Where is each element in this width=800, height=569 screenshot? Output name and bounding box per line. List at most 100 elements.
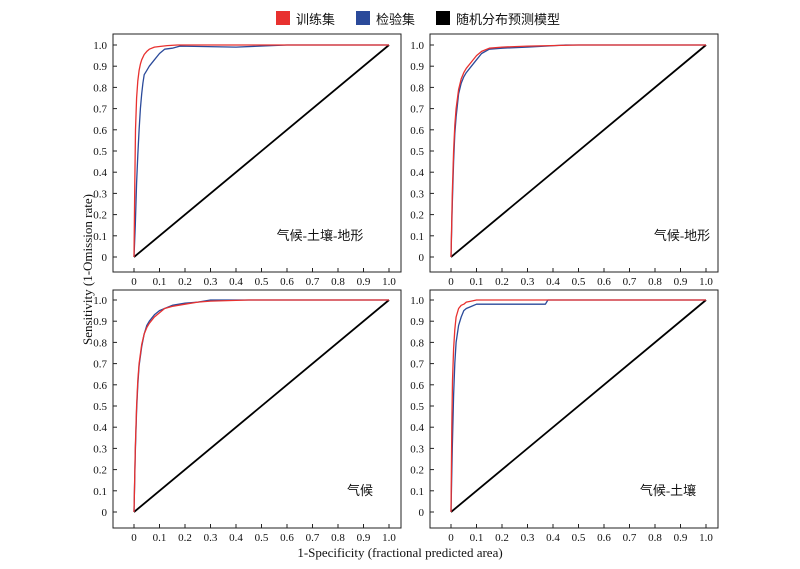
y-tick-label-2-3: 0.3 — [93, 443, 107, 455]
plot-frame-0 — [112, 33, 402, 273]
y-tick-label-1-9: 0.9 — [410, 61, 424, 73]
x-tick-label-2-9: 0.9 — [357, 532, 371, 544]
x-tick-label-2-2: 0.2 — [178, 532, 192, 544]
x-tick-label-3-5: 0.5 — [572, 532, 586, 544]
x-tick-label-3-6: 0.6 — [597, 532, 611, 544]
legend-label-training: 训练集 — [296, 12, 336, 28]
legend-item-training: 训练集 — [276, 8, 335, 28]
x-tick-label-1-10: 1.0 — [699, 276, 713, 288]
y-tick-label-1-10: 1.0 — [410, 40, 424, 52]
y-tick-label-2-9: 0.9 — [93, 316, 107, 328]
series-line-0-2 — [133, 44, 390, 258]
y-tick-label-0-2: 0.2 — [93, 210, 107, 222]
x-tick-label-3-1: 0.1 — [470, 532, 484, 544]
series-line-2-0 — [133, 299, 389, 513]
panel-annotation-1: 气候-地形 — [654, 228, 710, 243]
legend-item-validation: 检验集 — [356, 8, 415, 28]
x-tick-label-2-10: 1.0 — [382, 532, 396, 544]
y-tick-label-1-5: 0.5 — [410, 146, 424, 158]
panel-annotation-0: 气候-土壤-地形 — [277, 228, 364, 243]
y-tick-label-1-1: 0.1 — [410, 231, 424, 243]
x-tick-label-2-3: 0.3 — [204, 532, 218, 544]
y-tick-label-2-8: 0.8 — [93, 337, 107, 349]
y-tick-label-1-2: 0.2 — [410, 210, 424, 222]
x-tick-label-0-9: 0.9 — [357, 276, 371, 288]
x-tick-label-3-9: 0.9 — [674, 532, 688, 544]
x-tick-label-2-5: 0.5 — [255, 532, 269, 544]
x-tick-label-0-5: 0.5 — [255, 276, 269, 288]
x-tick-label-3-4: 0.4 — [546, 532, 560, 544]
x-tick-label-1-0: 0 — [448, 276, 454, 288]
x-tick-label-1-1: 0.1 — [470, 276, 484, 288]
y-tick-label-3-3: 0.3 — [410, 443, 424, 455]
x-tick-label-1-9: 0.9 — [674, 276, 688, 288]
legend-label-validation: 检验集 — [376, 12, 416, 28]
y-axis-label: Sensitivity (1-Omission rate) — [80, 194, 95, 345]
y-tick-label-0-7: 0.7 — [93, 104, 107, 116]
y-tick-label-0-9: 0.9 — [93, 61, 107, 73]
series-line-2-2 — [133, 299, 390, 513]
x-tick-label-1-3: 0.3 — [521, 276, 535, 288]
y-tick-label-0-8: 0.8 — [93, 82, 107, 94]
legend-swatch-random — [436, 11, 450, 25]
panel-annotation-3: 气候-土壤 — [640, 483, 696, 498]
y-tick-label-0-0: 0 — [102, 252, 108, 264]
x-tick-label-2-0: 0 — [131, 532, 137, 544]
y-tick-label-2-1: 0.1 — [93, 486, 107, 498]
y-tick-label-2-10: 1.0 — [93, 295, 107, 307]
y-tick-label-3-8: 0.8 — [410, 337, 424, 349]
x-tick-label-1-2: 0.2 — [495, 276, 509, 288]
y-tick-label-0-6: 0.6 — [93, 125, 107, 137]
y-tick-label-1-0: 0 — [419, 252, 425, 264]
y-tick-label-3-6: 0.6 — [410, 380, 424, 392]
y-tick-label-2-2: 0.2 — [93, 465, 107, 477]
x-tick-label-1-8: 0.8 — [648, 276, 662, 288]
series-line-3-1 — [450, 299, 706, 513]
x-tick-label-3-0: 0 — [448, 532, 454, 544]
y-tick-label-2-4: 0.4 — [93, 422, 107, 434]
x-tick-label-1-6: 0.6 — [597, 276, 611, 288]
x-tick-label-0-0: 0 — [131, 276, 137, 288]
y-tick-label-1-3: 0.3 — [410, 188, 424, 200]
y-tick-label-2-0: 0 — [102, 507, 108, 519]
y-tick-label-0-3: 0.3 — [93, 188, 107, 200]
y-tick-label-2-7: 0.7 — [93, 359, 107, 371]
y-tick-label-3-0: 0 — [419, 507, 425, 519]
x-tick-label-0-6: 0.6 — [280, 276, 294, 288]
y-tick-label-3-9: 0.9 — [410, 316, 424, 328]
y-tick-label-0-5: 0.5 — [93, 146, 107, 158]
y-tick-label-1-8: 0.8 — [410, 82, 424, 94]
y-tick-label-3-2: 0.2 — [410, 465, 424, 477]
x-tick-label-2-6: 0.6 — [280, 532, 294, 544]
x-tick-label-3-7: 0.7 — [623, 532, 637, 544]
legend-swatch-validation — [356, 11, 370, 25]
x-tick-label-1-7: 0.7 — [623, 276, 637, 288]
legend-label-random: 随机分布预测模型 — [456, 12, 561, 28]
y-tick-label-0-4: 0.4 — [93, 167, 107, 179]
x-tick-label-1-5: 0.5 — [572, 276, 586, 288]
legend-item-random: 随机分布预测模型 — [436, 8, 560, 28]
x-tick-label-2-4: 0.4 — [229, 532, 243, 544]
series-line-3-0 — [450, 299, 706, 513]
y-tick-label-2-6: 0.6 — [93, 380, 107, 392]
x-tick-label-0-4: 0.4 — [229, 276, 243, 288]
y-tick-label-1-4: 0.4 — [410, 167, 424, 179]
x-tick-label-0-10: 1.0 — [382, 276, 396, 288]
x-tick-label-2-1: 0.1 — [153, 532, 167, 544]
legend: 训练集 检验集 随机分布预测模型 — [0, 8, 800, 28]
x-axis-label: 1-Specificity (fractional predicted area… — [297, 545, 503, 560]
y-tick-label-1-7: 0.7 — [410, 104, 424, 116]
x-tick-label-0-7: 0.7 — [306, 276, 320, 288]
y-tick-label-3-1: 0.1 — [410, 486, 424, 498]
plot-frame-3 — [429, 289, 719, 529]
panel-annotation-2: 气候 — [347, 483, 373, 498]
x-tick-label-3-8: 0.8 — [648, 532, 662, 544]
x-tick-label-0-1: 0.1 — [153, 276, 167, 288]
series-line-3-2 — [450, 299, 707, 513]
plot-frame-1 — [429, 33, 719, 273]
y-tick-label-2-5: 0.5 — [93, 401, 107, 413]
y-tick-label-0-1: 0.1 — [93, 231, 107, 243]
x-tick-label-0-3: 0.3 — [204, 276, 218, 288]
x-tick-label-1-4: 0.4 — [546, 276, 560, 288]
